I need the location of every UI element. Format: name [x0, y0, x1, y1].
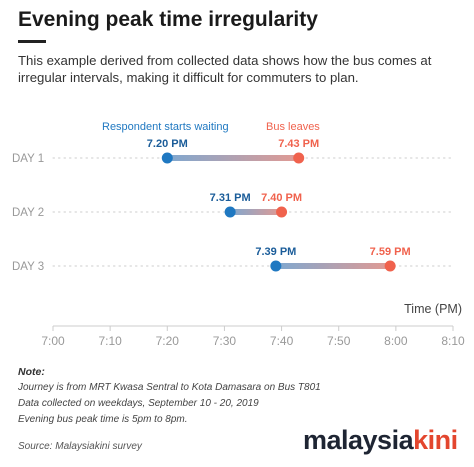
x-tick-label: 8:10: [441, 334, 465, 348]
dumbbell-chart: 7:00 7:10 7:20 7:30 7:40 7:50 8:00 8:10 Time (PM…: [12, 121, 465, 348]
start-time-label: 7.20 PM: [147, 138, 188, 150]
x-tick-label: 7:00: [41, 334, 65, 348]
end-point: [384, 260, 396, 272]
note-line-1: Journey is from MRT Kwasa Sentral to Kot…: [18, 382, 321, 393]
start-point: [161, 152, 173, 164]
note-line-3: Evening bus peak time is 5pm to 8pm.: [18, 414, 188, 425]
end-point: [293, 152, 305, 164]
start-point: [270, 260, 282, 272]
end-point: [276, 206, 288, 218]
start-point: [224, 206, 236, 218]
x-tick-label: 7:10: [98, 334, 122, 348]
chart-subtitle: This example derived from collected data…: [18, 53, 432, 85]
x-tick-label: 7:20: [156, 334, 180, 348]
row-day-label: DAY 1: [12, 153, 44, 165]
note-heading: Note:: [18, 366, 45, 378]
wait-duration-bar: [275, 263, 391, 269]
row-day-label: DAY 2: [12, 207, 44, 219]
row-day-label: DAY 3: [12, 261, 44, 273]
legend-end-label: Bus leaves: [266, 121, 320, 133]
end-time-label: 7.59 PM: [370, 246, 411, 258]
x-axis-title: Time (PM): [404, 302, 462, 316]
title-underline: [18, 40, 46, 43]
x-tick-label: 8:00: [384, 334, 408, 348]
start-time-label: 7.31 PM: [210, 192, 251, 204]
malaysiakini-logo: malaysiakini: [303, 425, 458, 456]
x-tick-label: 7:40: [270, 334, 294, 348]
chart-title: Evening peak time irregularity: [18, 8, 318, 31]
wait-duration-bar: [230, 209, 282, 215]
start-time-label: 7.39 PM: [255, 246, 296, 258]
x-tick-label: 7:50: [327, 334, 351, 348]
end-time-label: 7.40 PM: [261, 192, 302, 204]
source-text: Source: Malaysiakini survey: [18, 441, 142, 452]
logo-part-2: kini: [413, 425, 458, 455]
x-tick-label: 7:30: [213, 334, 237, 348]
legend-start-label: Respondent starts waiting: [102, 121, 229, 133]
logo-part-1: malaysia: [303, 425, 414, 455]
wait-duration-bar: [167, 155, 299, 161]
note-line-2: Data collected on weekdays, September 10…: [18, 398, 259, 409]
end-time-label: 7.43 PM: [278, 138, 319, 150]
